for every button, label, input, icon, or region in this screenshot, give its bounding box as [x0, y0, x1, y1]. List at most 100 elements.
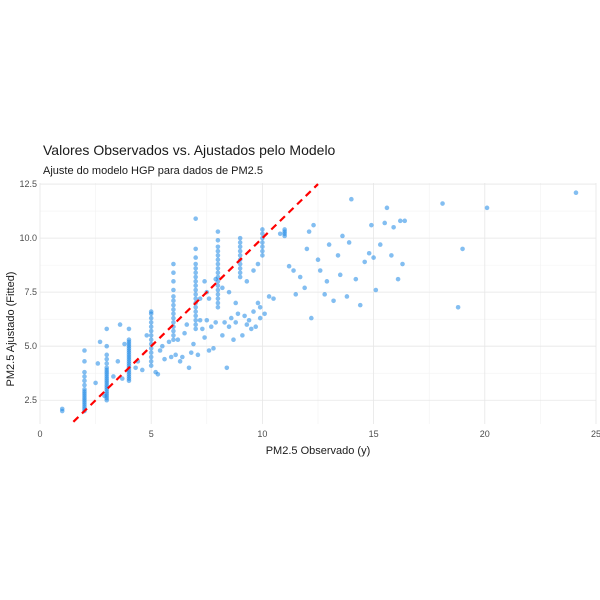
data-point — [193, 266, 198, 271]
data-point — [186, 365, 192, 371]
data-point — [226, 289, 232, 295]
data-point — [148, 359, 154, 364]
data-point — [171, 298, 176, 304]
data-point — [193, 270, 198, 275]
data-point — [242, 313, 247, 319]
data-point — [271, 296, 276, 301]
data-point — [215, 287, 221, 293]
data-points — [59, 190, 579, 414]
data-point — [395, 276, 401, 282]
data-point — [237, 244, 243, 250]
data-point — [204, 317, 210, 323]
y-tick-label: 10.0 — [19, 233, 37, 243]
data-point — [309, 315, 314, 321]
data-point — [304, 246, 310, 252]
data-point — [237, 274, 243, 280]
data-point — [366, 250, 372, 256]
data-point — [237, 240, 243, 245]
data-point — [104, 356, 110, 362]
data-point — [171, 333, 176, 338]
data-point — [484, 205, 490, 211]
data-point — [222, 320, 227, 325]
data-point — [311, 222, 316, 228]
data-point — [173, 352, 178, 358]
data-point — [82, 369, 87, 375]
data-point — [215, 257, 221, 263]
data-point — [82, 359, 87, 364]
data-point — [188, 350, 194, 355]
data-point — [82, 382, 87, 388]
data-point — [293, 292, 299, 297]
data-point — [262, 311, 267, 317]
data-point — [95, 361, 101, 366]
data-point — [228, 315, 234, 321]
data-point — [180, 354, 185, 360]
data-point — [317, 268, 323, 273]
data-point — [384, 205, 390, 211]
data-point — [455, 304, 461, 310]
data-point — [211, 346, 216, 351]
data-point — [160, 343, 165, 349]
data-point — [148, 337, 154, 343]
data-point — [244, 322, 250, 327]
data-point — [148, 309, 154, 314]
reference-line-group — [72, 183, 319, 423]
data-point — [233, 300, 239, 306]
data-point — [291, 268, 296, 273]
data-point — [202, 279, 207, 284]
data-point — [324, 279, 330, 284]
data-point — [255, 261, 261, 267]
data-point — [193, 261, 198, 267]
data-point — [340, 233, 345, 239]
data-point — [193, 309, 198, 314]
data-point — [322, 292, 327, 297]
data-point — [171, 279, 176, 284]
data-point — [193, 255, 198, 260]
data-point — [171, 328, 176, 334]
data-point — [215, 283, 221, 288]
data-point — [349, 196, 354, 202]
data-point — [391, 225, 396, 230]
data-point — [166, 339, 172, 345]
x-tick-label: 0 — [37, 429, 42, 439]
data-point — [195, 352, 201, 358]
data-point — [104, 343, 110, 349]
data-point — [148, 324, 154, 330]
data-point — [59, 406, 65, 412]
data-point — [237, 235, 243, 241]
data-point — [197, 296, 203, 301]
data-point — [215, 261, 221, 267]
data-point — [193, 283, 198, 288]
data-point — [104, 365, 110, 371]
x-axis-title: PM2.5 Observado (y) — [266, 445, 371, 457]
data-point — [171, 311, 176, 317]
data-point — [171, 307, 176, 312]
y-tick-label: 12.5 — [19, 179, 37, 189]
data-point — [260, 227, 265, 232]
data-point — [215, 244, 221, 250]
data-point — [148, 363, 154, 368]
data-point — [231, 337, 236, 343]
data-point — [224, 365, 230, 371]
data-point — [302, 285, 307, 291]
data-point — [397, 218, 403, 224]
data-point — [171, 337, 176, 343]
data-point — [119, 376, 125, 381]
data-point — [260, 240, 265, 245]
data-point — [353, 276, 359, 282]
data-point — [369, 222, 374, 228]
data-point — [193, 313, 198, 319]
data-point — [208, 324, 214, 330]
y-axis-ticks: 2.5 5.0 7.5 10.0 12.5 — [19, 179, 37, 405]
data-point — [193, 326, 198, 332]
y-axis-title: PM2.5 Ajustado (Fitted) — [5, 272, 17, 387]
data-point — [157, 348, 163, 353]
data-point — [215, 266, 221, 271]
data-point — [168, 354, 174, 360]
data-point — [226, 324, 232, 330]
data-point — [266, 294, 272, 299]
data-point — [193, 322, 198, 327]
data-point — [215, 229, 221, 234]
